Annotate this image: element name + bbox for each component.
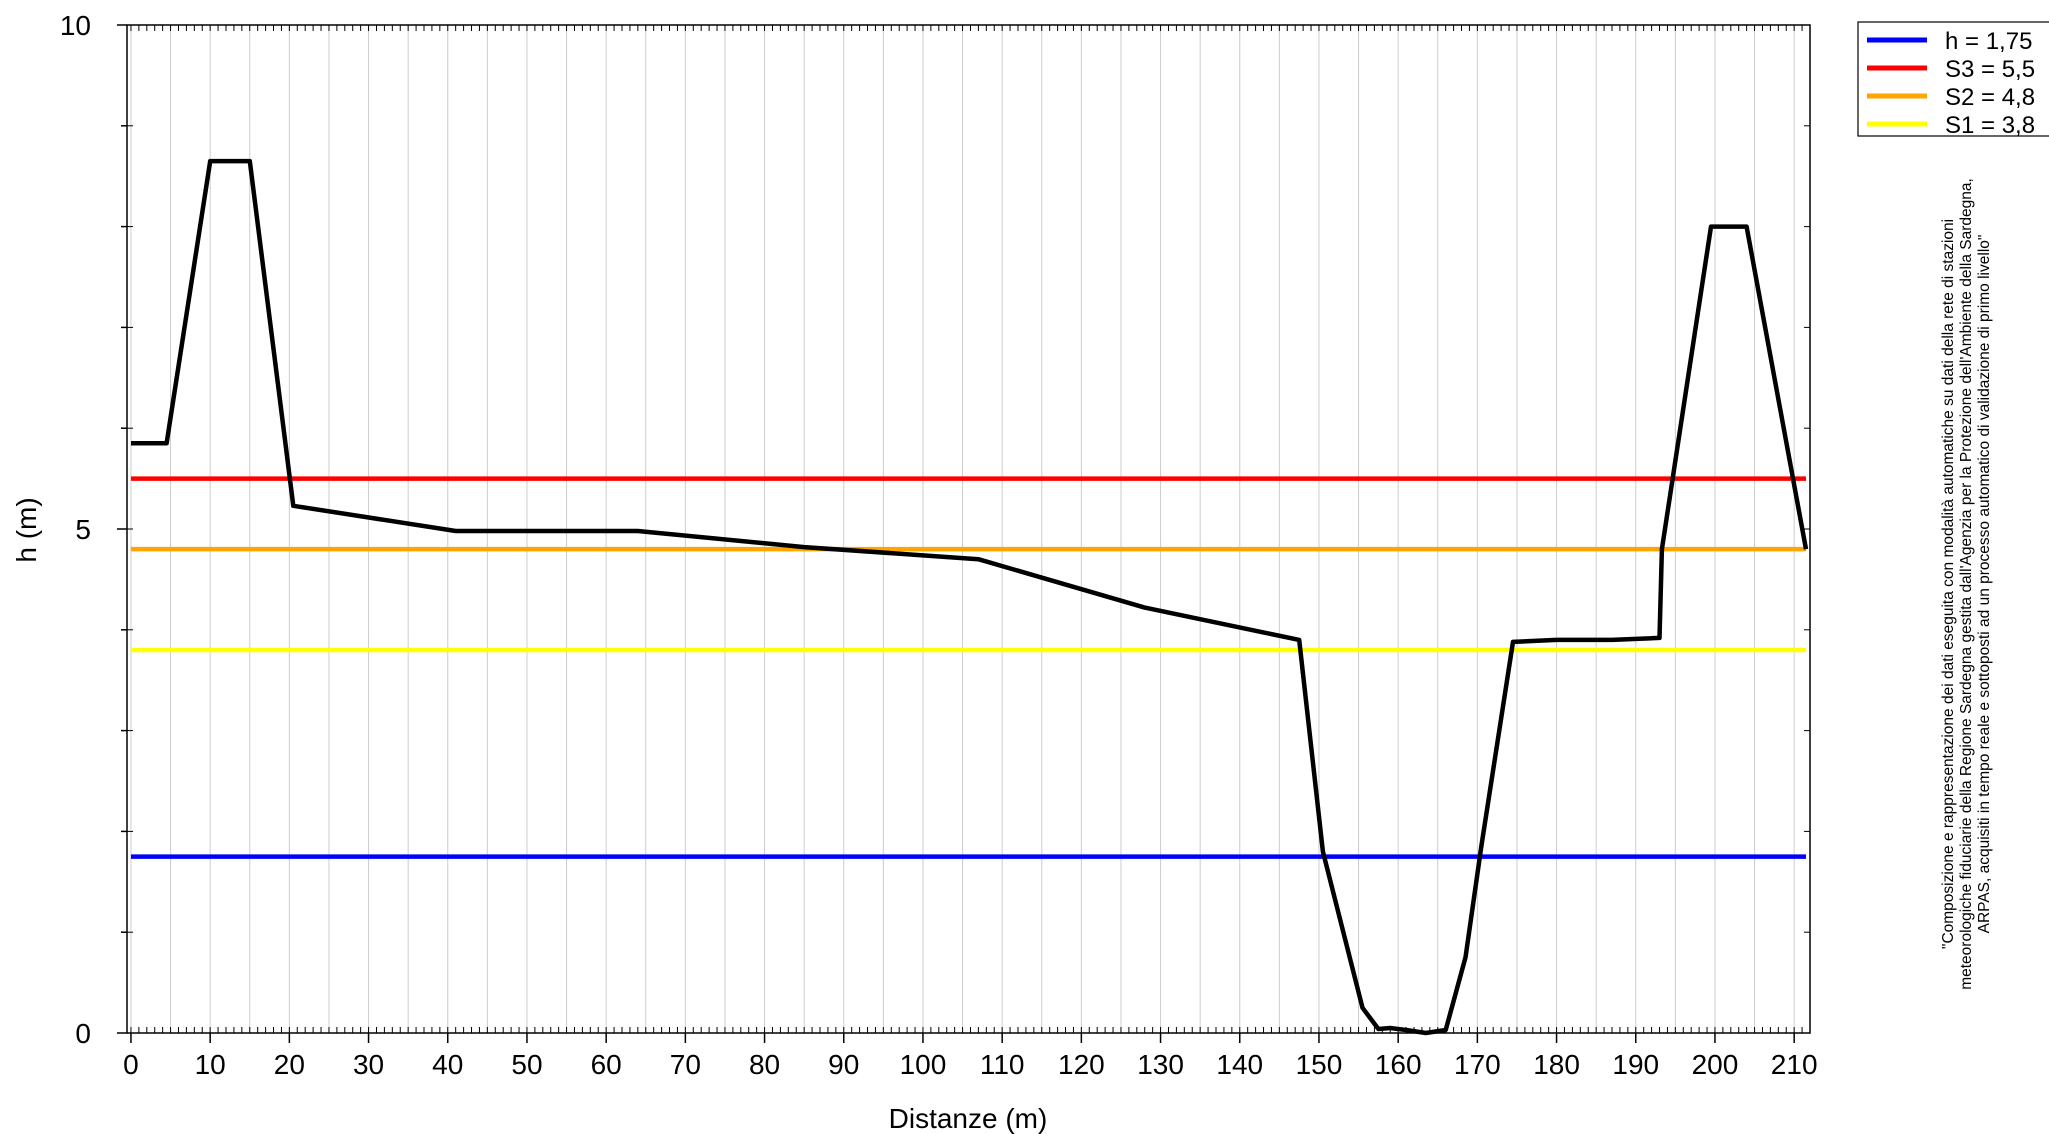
x-tick-label: 170: [1454, 1049, 1501, 1080]
x-tick-label: 70: [670, 1049, 701, 1080]
x-tick-label: 30: [353, 1049, 384, 1080]
x-tick-label: 140: [1216, 1049, 1263, 1080]
x-tick-label: 120: [1058, 1049, 1105, 1080]
x-tick-label: 20: [274, 1049, 305, 1080]
threshold-lines: [130, 476, 1807, 859]
y-tick-label: 10: [60, 10, 91, 41]
x-tick-label: 200: [1692, 1049, 1739, 1080]
x-tick-label: 180: [1533, 1049, 1580, 1080]
data-source-note: "Composizione e rappresentazione dei dat…: [1940, 178, 1993, 990]
profile-line: [131, 158, 1809, 1036]
x-tick-label: 0: [123, 1049, 139, 1080]
y-tick-label: 0: [75, 1018, 91, 1049]
profile-series: [131, 158, 1809, 1036]
legend-label: S2 = 4,8: [1945, 84, 2035, 111]
x-tick-label: 190: [1612, 1049, 1659, 1080]
note-line: ARPAS, acquisiti in tempo reale e sottop…: [1976, 235, 1993, 934]
x-tick-label: 100: [900, 1049, 947, 1080]
x-axis-title: Distanze (m): [889, 1103, 1048, 1134]
x-tick-labels: 0 10 20 30 40 50 60 70 80 90 100 110 120 130 140 150 160…: [123, 1049, 1817, 1080]
x-tick-label: 130: [1137, 1049, 1184, 1080]
major-ticks: [117, 24, 1795, 1043]
x-tick-label: 90: [828, 1049, 859, 1080]
grid-lines: [130, 25, 1795, 1033]
x-tick-label: 210: [1771, 1049, 1818, 1080]
x-tick-label: 40: [432, 1049, 463, 1080]
y-axis-title: h (m): [11, 497, 42, 562]
legend-label: S1 = 3,8: [1945, 112, 2035, 139]
x-tick-label: 50: [511, 1049, 542, 1080]
legend-label: h = 1,75: [1945, 28, 2032, 55]
x-tick-label: 10: [195, 1049, 226, 1080]
x-tick-label: 60: [591, 1049, 622, 1080]
plot-frame: [126, 24, 1811, 1034]
legend-label: S3 = 5,5: [1945, 56, 2035, 83]
x-tick-label: 80: [749, 1049, 780, 1080]
y-tick-label: 5: [75, 514, 91, 545]
x-tick-label: 160: [1375, 1049, 1422, 1080]
minor-ticks: [127, 24, 1810, 1034]
x-tick-label: 150: [1296, 1049, 1343, 1080]
note-line: meteorologiche fiduciarie della Regione …: [1958, 178, 1975, 990]
y-tick-labels: 0 5 10: [60, 10, 91, 1049]
x-tick-label: 110: [980, 1049, 1025, 1080]
note-line: "Composizione e rappresentazione dei dat…: [1940, 219, 1957, 949]
